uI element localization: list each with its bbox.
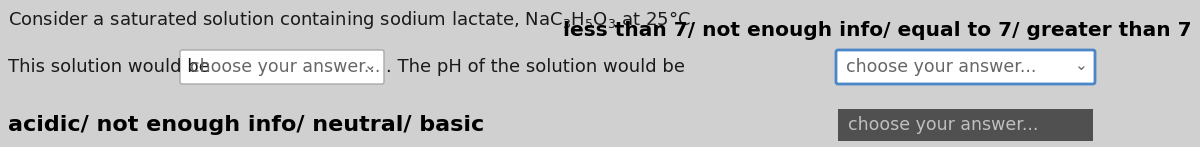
Text: choose your answer...: choose your answer... bbox=[846, 58, 1037, 76]
Text: This solution would be: This solution would be bbox=[8, 58, 210, 76]
FancyBboxPatch shape bbox=[838, 109, 1093, 141]
Text: choose your answer...: choose your answer... bbox=[190, 58, 380, 76]
Text: ⌄: ⌄ bbox=[1075, 59, 1087, 74]
FancyBboxPatch shape bbox=[180, 50, 384, 84]
Text: ⌄: ⌄ bbox=[364, 59, 377, 74]
Text: choose your answer...: choose your answer... bbox=[848, 116, 1038, 134]
Text: . The pH of the solution would be: . The pH of the solution would be bbox=[386, 58, 685, 76]
FancyBboxPatch shape bbox=[836, 50, 1096, 84]
Text: Consider a saturated solution containing sodium lactate, NaC$_3$H$_5$O$_3$ at 25: Consider a saturated solution containing… bbox=[8, 9, 695, 31]
Text: less than 7/ not enough info/ equal to 7/ greater than 7: less than 7/ not enough info/ equal to 7… bbox=[563, 21, 1192, 40]
Text: acidic/ not enough info/ neutral/ basic: acidic/ not enough info/ neutral/ basic bbox=[8, 115, 485, 135]
